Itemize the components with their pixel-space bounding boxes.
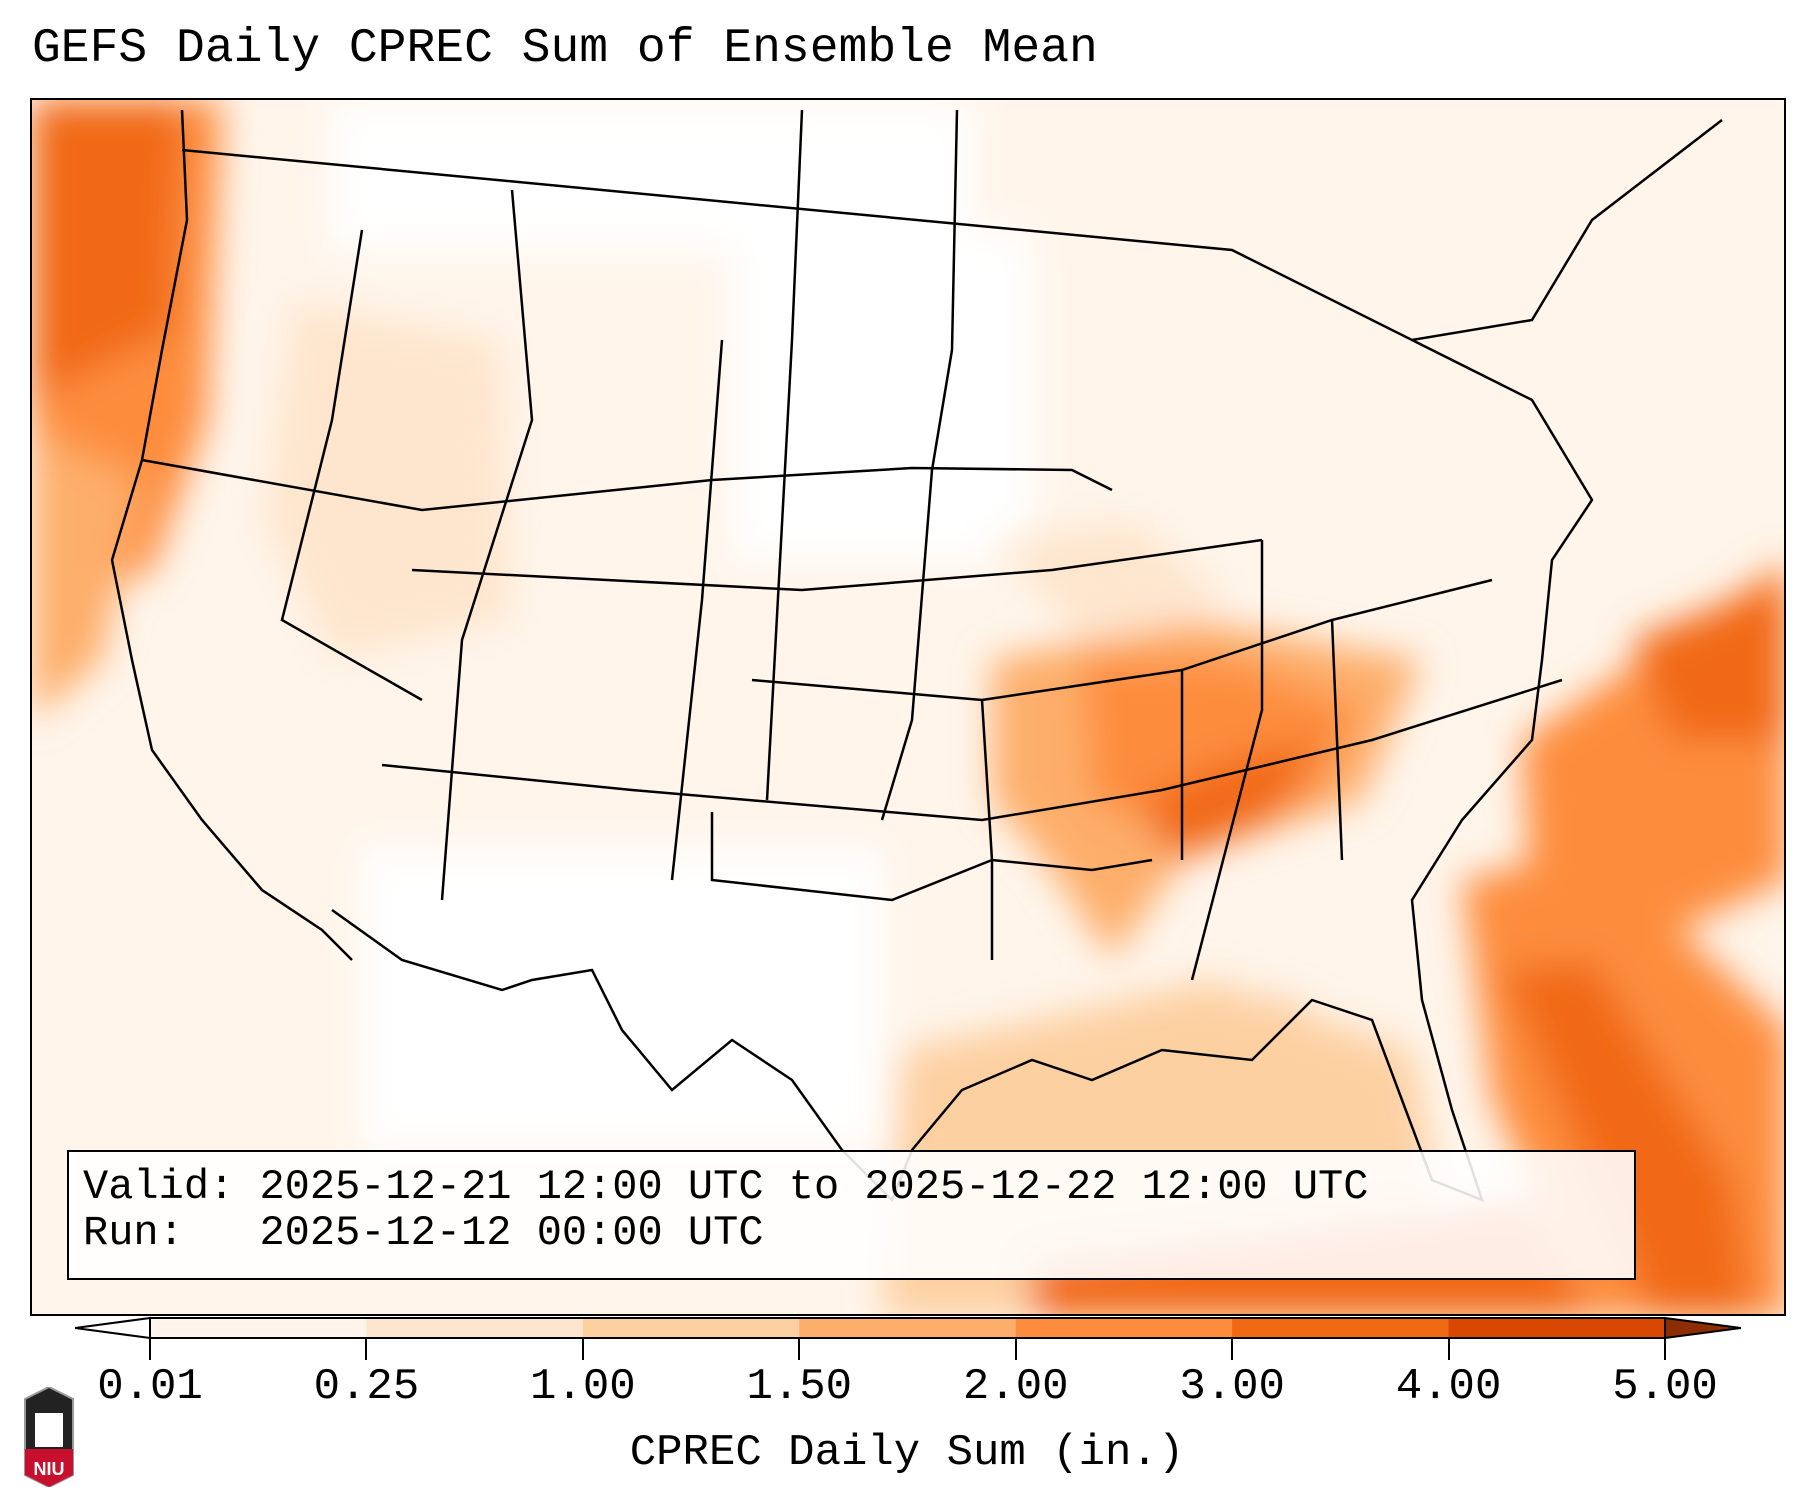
colorbar-segment bbox=[366, 1318, 584, 1338]
niu-logo: NIU bbox=[24, 1387, 74, 1487]
svg-text:NIU: NIU bbox=[34, 1459, 65, 1479]
colorbar-tick-label: 1.00 bbox=[530, 1362, 636, 1412]
colorbar-tick-label: 1.50 bbox=[746, 1362, 853, 1412]
colorbar-tick-label: 5.00 bbox=[1612, 1362, 1718, 1412]
colorbar-tick bbox=[1231, 1338, 1234, 1360]
colorbar-tick-label: 3.00 bbox=[1179, 1362, 1285, 1412]
colorbar-tick bbox=[581, 1338, 584, 1360]
colorbar-tick-label: 4.00 bbox=[1395, 1362, 1502, 1412]
colorbar-under-arrow bbox=[75, 1316, 151, 1340]
precipitation-map bbox=[30, 98, 1786, 1316]
chart-title: GEFS Daily CPREC Sum of Ensemble Mean bbox=[32, 22, 1098, 76]
map-canvas bbox=[32, 100, 1784, 1314]
run-label: Run: bbox=[83, 1209, 235, 1257]
run-time: 2025-12-12 00:00 UTC bbox=[259, 1209, 764, 1257]
colorbar-tick bbox=[1014, 1338, 1017, 1360]
state-borders bbox=[110, 109, 1723, 1203]
precip-field bbox=[32, 100, 1784, 1314]
colorbar-segment bbox=[799, 1318, 1017, 1338]
colorbar-segment bbox=[1015, 1318, 1233, 1338]
colorbar-tick-label: 0.25 bbox=[313, 1362, 420, 1412]
colorbar-label: CPREC Daily Sum (in.) bbox=[629, 1428, 1185, 1478]
valid-label: Valid: bbox=[83, 1163, 235, 1211]
colorbar-tick-label: 0.01 bbox=[97, 1362, 203, 1412]
valid-range: 2025-12-21 12:00 UTC to 2025-12-22 12:00… bbox=[259, 1163, 1369, 1211]
colorbar-tick bbox=[1447, 1338, 1450, 1360]
colorbar-tick-label: 2.00 bbox=[962, 1362, 1069, 1412]
colorbar-segment bbox=[1232, 1318, 1450, 1338]
colorbar-tick bbox=[149, 1338, 151, 1360]
colorbar-segment bbox=[1448, 1318, 1666, 1338]
colorbar-tick bbox=[1664, 1338, 1666, 1360]
colorbar-frame bbox=[149, 1317, 1666, 1339]
colorbar-tick bbox=[365, 1338, 368, 1360]
colorbar-over-arrow bbox=[1664, 1316, 1741, 1340]
colorbar bbox=[75, 1316, 1741, 1340]
validity-info-box: Valid: 2025-12-21 12:00 UTC to 2025-12-2… bbox=[67, 1150, 1636, 1280]
colorbar-segment bbox=[582, 1318, 800, 1338]
colorbar-segment bbox=[150, 1318, 367, 1338]
colorbar-tick bbox=[798, 1338, 801, 1360]
